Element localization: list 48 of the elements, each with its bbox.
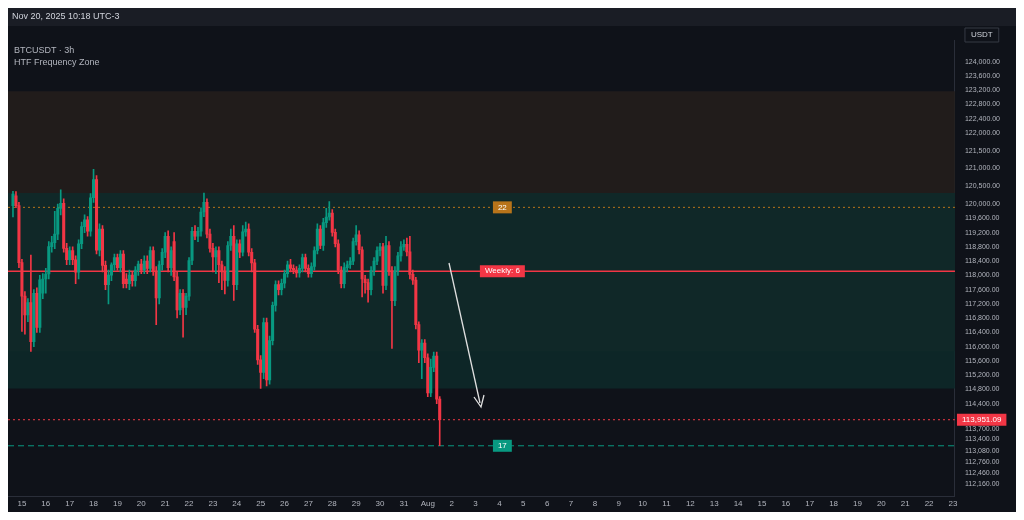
x-tick-label: 18 <box>829 499 839 509</box>
x-tick-label: 11 <box>662 499 672 509</box>
x-tick-label: 4 <box>497 499 503 509</box>
x-tick-label: 5 <box>521 499 527 509</box>
x-tick-label: 14 <box>733 499 744 509</box>
x-tick-label: 30 <box>375 499 386 509</box>
ref-line-label: 113,951.09 <box>961 414 1002 424</box>
x-tick-label: 22 <box>184 499 195 509</box>
x-tick-label: 19 <box>112 499 123 509</box>
x-tick-label: 2 <box>449 499 455 509</box>
x-tick-label: 10 <box>638 499 648 509</box>
x-tick-label: 15 <box>17 499 27 509</box>
x-tick-label: Aug <box>420 499 435 509</box>
x-tick-label: 21 <box>900 499 911 509</box>
x-tick-label: 9 <box>616 499 622 509</box>
x-tick-label: 31 <box>399 499 409 509</box>
x-tick-label: 26 <box>280 499 290 509</box>
annotation: 17 <box>497 440 508 450</box>
text: BTCUSDT · 3h <box>14 45 75 56</box>
x-tick-label: 7 <box>568 499 574 509</box>
annotation: 22 <box>497 202 508 212</box>
x-tick-label: 17 <box>805 499 815 509</box>
x-tick-label: 20 <box>136 499 147 509</box>
x-tick-label: 17 <box>65 499 75 509</box>
annotation: Weekly: 6 <box>484 266 521 276</box>
text: Nov 20, 2025 10:18 UTC-3 <box>12 11 120 21</box>
x-tick-label: 3 <box>473 499 479 509</box>
x-tick-label: 23 <box>208 499 218 509</box>
x-tick-label: 8 <box>592 499 598 509</box>
x-tick-label: 16 <box>41 499 51 509</box>
x-tick-label: 13 <box>709 499 720 509</box>
text: HTF Frequency Zone <box>14 57 100 68</box>
x-tick-label: 27 <box>303 499 314 509</box>
x-tick-label: 25 <box>256 499 266 509</box>
x-tick-label: 20 <box>876 499 887 509</box>
x-tick-label: 6 <box>544 499 550 509</box>
x-tick-label: 16 <box>781 499 791 509</box>
x-tick-label: 28 <box>327 499 338 509</box>
x-tick-label: 12 <box>685 499 696 509</box>
y-axis-title: USDT <box>970 30 993 40</box>
x-tick-label: 22 <box>924 499 935 509</box>
x-tick-label: 24 <box>232 499 242 509</box>
x-tick-label: 29 <box>351 499 362 509</box>
x-tick-label: 18 <box>89 499 99 509</box>
x-tick-label: 19 <box>853 499 863 509</box>
x-tick-label: 21 <box>160 499 171 509</box>
x-tick-label: 23 <box>948 499 958 509</box>
x-tick-label: 15 <box>757 499 767 509</box>
